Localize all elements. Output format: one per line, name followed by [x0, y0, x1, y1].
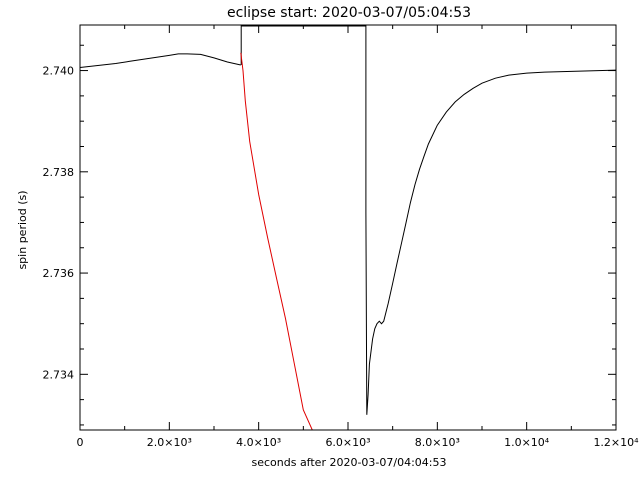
series-line-1	[240, 25, 617, 415]
x-axis-label: seconds after 2020-03-07/04:04:53	[251, 456, 446, 469]
x-tick-label: 2.0×10³	[147, 436, 192, 449]
x-tick-label: 6.0×10³	[325, 436, 370, 449]
plot-lines	[79, 25, 617, 431]
x-tick-label: 0	[77, 436, 84, 449]
y-tick-label: 2.734	[43, 368, 75, 381]
y-axis-ticks: 2.734 2.736 2.738 2.740	[43, 44, 616, 426]
chart-title: eclipse start: 2020-03-07/05:04:53	[227, 5, 471, 21]
y-tick-label: 2.738	[43, 166, 75, 179]
x-tick-label: 1.0×10⁴	[504, 436, 550, 449]
x-tick-label: 4.0×10³	[236, 436, 281, 449]
x-tick-label: 1.2×10⁴	[593, 436, 639, 449]
y-tick-label: 2.736	[43, 267, 75, 280]
y-tick-label: 2.740	[43, 65, 75, 78]
series-line-2	[240, 52, 366, 431]
y-axis-label: spin period (s)	[16, 190, 29, 269]
x-tick-label: 8.0×10³	[415, 436, 460, 449]
plot-frame	[79, 24, 617, 431]
x-axis-ticks: 0 2.0×10³ 4.0×10³ 6.0×10³ 8.0×10³ 1.0×10⁴ 1.2×…	[77, 25, 639, 449]
series-line-0	[79, 53, 241, 68]
